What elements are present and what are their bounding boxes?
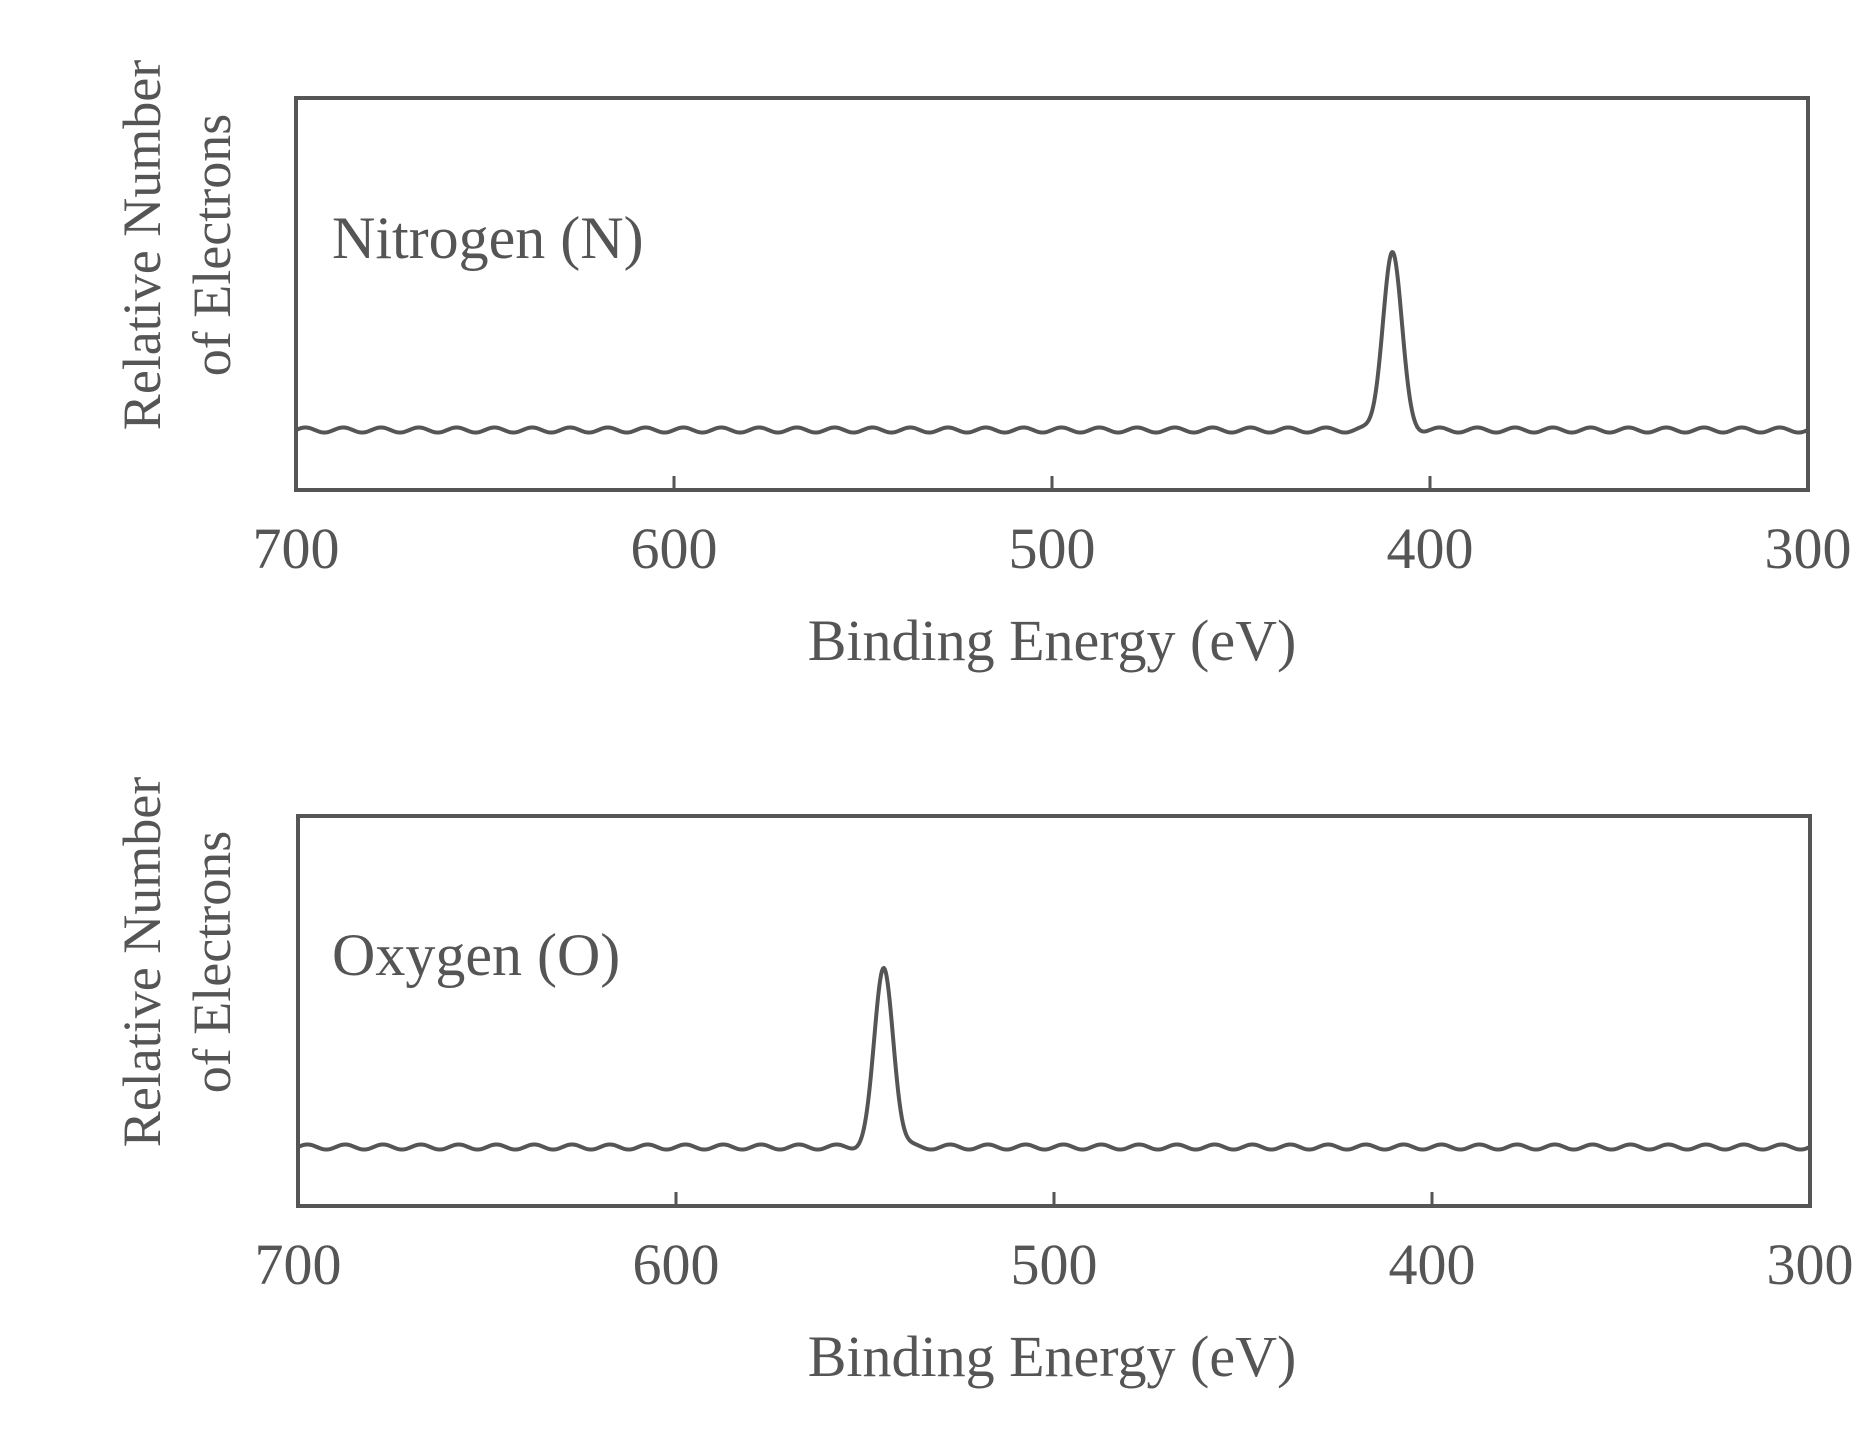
- oxygen-x-tick-label-500: 500: [1011, 1232, 1098, 1297]
- nitrogen-spectrum-line: [294, 250, 1810, 435]
- nitrogen-x-tick-labels: 700 600 500 400 300: [253, 516, 1852, 581]
- nitrogen-ylabel-line1: Relative Number: [112, 60, 172, 430]
- oxygen-panel-label: Oxygen (O): [332, 922, 620, 988]
- oxygen-x-tick-label-300: 300: [1767, 1232, 1854, 1297]
- nitrogen-x-tick-label-400: 400: [1387, 516, 1474, 581]
- nitrogen-x-tick-label-700: 700: [253, 516, 340, 581]
- oxygen-panel: Relative Number of Electrons Oxygen (O) …: [112, 777, 1854, 1389]
- oxygen-x-tick-label-400: 400: [1389, 1232, 1476, 1297]
- nitrogen-panel-label: Nitrogen (N): [332, 205, 644, 271]
- nitrogen-x-tick-label-300: 300: [1765, 516, 1852, 581]
- oxygen-x-ticks: [296, 1192, 1812, 1206]
- nitrogen-panel: Relative Number of Electrons Nitrogen (N…: [112, 60, 1852, 673]
- oxygen-ylabel-line2: of Electrons: [182, 831, 242, 1093]
- nitrogen-x-tick-label-600: 600: [631, 516, 718, 581]
- oxygen-x-tick-label-700: 700: [255, 1232, 342, 1297]
- nitrogen-x-ticks: [294, 476, 1810, 490]
- oxygen-xlabel: Binding Energy (eV): [808, 1324, 1297, 1389]
- oxygen-x-tick-label-600: 600: [633, 1232, 720, 1297]
- oxygen-x-tick-labels: 700 600 500 400 300: [255, 1232, 1854, 1297]
- oxygen-spectrum-line: [296, 966, 1812, 1152]
- nitrogen-xlabel: Binding Energy (eV): [808, 608, 1297, 673]
- nitrogen-ylabel-line2: of Electrons: [182, 114, 242, 376]
- oxygen-ylabel-line1: Relative Number: [112, 777, 172, 1147]
- nitrogen-x-tick-label-500: 500: [1009, 516, 1096, 581]
